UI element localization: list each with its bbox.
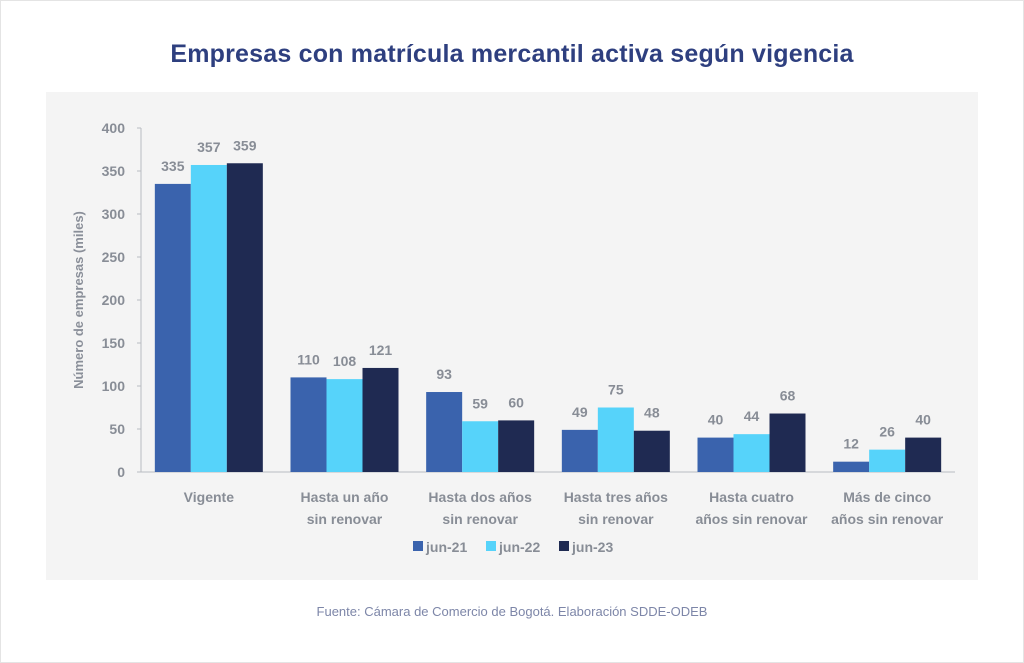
chart-title: Empresas con matrícula mercantil activa … [170,40,854,68]
bar-jun-23 [362,367,399,472]
category-label: sin renovar [442,511,518,527]
data-label: 60 [508,394,524,410]
data-label: 40 [708,412,724,428]
data-label: 357 [197,139,221,155]
data-label: 110 [297,351,320,367]
y-tick-label: 200 [102,292,126,308]
category-label: Hasta cuatro [709,489,794,505]
bar-jun-22 [733,434,770,472]
bar-jun-22 [869,449,906,472]
legend-label-jun-21: jun-21 [425,539,467,555]
data-label: 68 [780,388,796,404]
bar-jun-22 [597,407,634,472]
data-labels: 335 357 359 110 108 121 93 59 60 49 75 48 40 44 68 12 26… [161,137,931,451]
data-label: 49 [572,404,588,420]
category-labels: Vigente Hasta un año sin renovar Hasta dos … [184,489,944,527]
source-note: Fuente: Cámara de Comercio de Bogotá. El… [316,604,708,619]
bar-jun-23 [498,420,535,472]
data-label: 26 [879,424,895,440]
bar-jun-23 [905,437,942,472]
y-axis-title: Número de empresas (miles) [71,211,86,389]
category-label: Hasta tres años [564,489,668,505]
y-tick-label: 300 [102,206,126,222]
bar-jun-22 [190,164,227,473]
data-label: 12 [843,436,859,452]
data-label: 40 [915,412,931,428]
data-label: 75 [608,382,624,398]
legend-label-jun-23: jun-23 [571,539,613,555]
category-label: sin renovar [307,511,383,527]
y-tick-label: 250 [102,249,126,265]
bar-jun-21 [561,429,598,472]
category-label: años sin renovar [831,511,944,527]
legend-swatch-jun-22 [486,541,496,551]
category-label: años sin renovar [695,511,808,527]
legend-swatch-jun-23 [559,541,569,551]
bar-jun-23 [633,430,670,472]
data-label: 359 [233,137,257,153]
data-label: 48 [644,405,660,421]
category-label: sin renovar [578,511,654,527]
category-label: Vigente [184,489,235,505]
y-tick-label: 100 [102,378,126,394]
bar-jun-21 [833,461,870,472]
data-label: 108 [333,353,357,369]
category-label: Hasta un año [301,489,389,505]
bar-jun-22 [326,379,363,472]
axes: 0 50 100 150 200 250 300 350 400 Número de empres… [71,120,955,480]
data-label: 44 [744,408,760,424]
category-label: Hasta dos años [428,489,532,505]
bar-jun-21 [290,377,327,472]
y-tick-label: 0 [117,464,125,480]
y-tick-label: 150 [102,335,126,351]
bar-jun-23 [769,413,806,472]
category-label: Más de cinco [843,489,931,505]
y-tick-label: 400 [102,120,126,136]
bar-jun-21 [426,392,463,472]
legend-swatch-jun-21 [413,541,423,551]
y-tick-label: 50 [109,421,125,437]
y-tick-label: 350 [102,163,126,179]
bar-jun-21 [154,183,191,472]
legend: jun-21 jun-22 jun-23 [413,539,613,555]
bar-jun-23 [226,163,263,472]
data-label: 335 [161,158,185,174]
bars [154,163,942,473]
bar-jun-22 [462,421,499,472]
legend-label-jun-22: jun-22 [498,539,540,555]
data-label: 59 [472,395,488,411]
data-label: 93 [436,366,452,382]
bar-jun-21 [697,437,734,472]
data-label: 121 [369,342,393,358]
